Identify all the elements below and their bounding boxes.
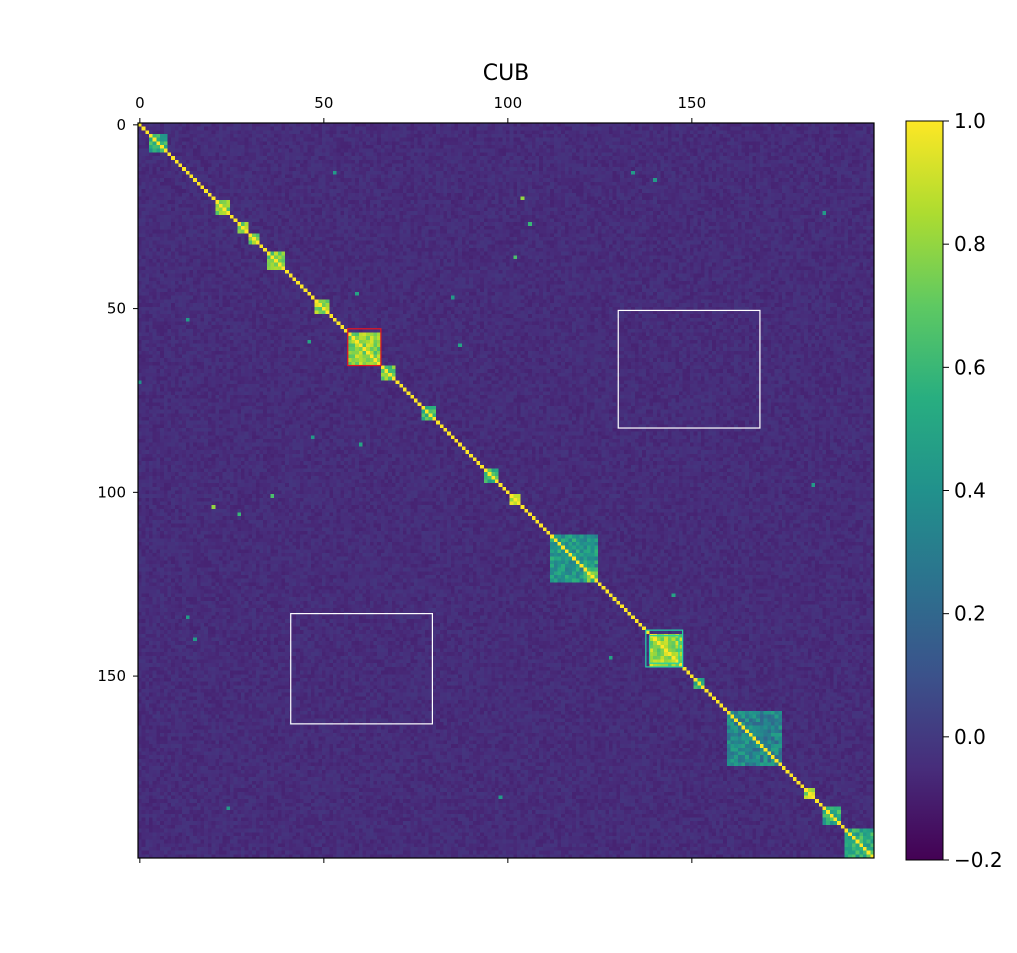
annotation-box — [648, 635, 680, 664]
colorbar-tick-label: 1.0 — [954, 109, 986, 133]
x-tick-label: 150 — [678, 94, 707, 112]
annotation-box — [617, 309, 761, 429]
annotation-box — [290, 613, 433, 725]
annotation-box — [347, 328, 382, 367]
colorbar-tick-label: 0.6 — [954, 355, 986, 379]
colorbar-ticks: 1.0 0.8 0.6 0.4 0.2 0.0 −0.2 — [943, 109, 1003, 872]
colorbar-tick-label: 0.4 — [954, 479, 986, 503]
colorbar: 1.0 0.8 0.6 0.4 0.2 0.0 −0.2 — [905, 109, 1003, 872]
x-tick-label: 0 — [135, 94, 145, 112]
annotation-boxes — [290, 309, 761, 725]
x-tick-label: 100 — [494, 94, 523, 112]
chart-title: CUB — [483, 61, 530, 86]
y-tick-label: 0 — [116, 116, 126, 134]
colorbar-tick-label: −0.2 — [954, 848, 1003, 872]
colorbar-tick-label: 0.8 — [954, 232, 986, 256]
colorbar-tick-label: 0.0 — [954, 725, 986, 749]
y-tick-label: 100 — [97, 483, 126, 501]
y-axis: 0 50 100 150 — [97, 116, 138, 685]
y-tick-label: 150 — [97, 667, 126, 685]
plot-frame — [137, 122, 875, 859]
heatmap-cells — [138, 123, 874, 858]
x-axis-top: 0 50 100 150 — [135, 94, 706, 123]
y-tick-label: 50 — [107, 300, 126, 318]
colorbar-gradient — [905, 120, 944, 861]
x-axis-bottom — [139, 858, 693, 863]
heatmap-plot-area — [137, 122, 875, 859]
x-tick-label: 50 — [314, 94, 333, 112]
colorbar-tick-label: 0.2 — [954, 602, 986, 626]
annotation-box — [645, 629, 684, 668]
